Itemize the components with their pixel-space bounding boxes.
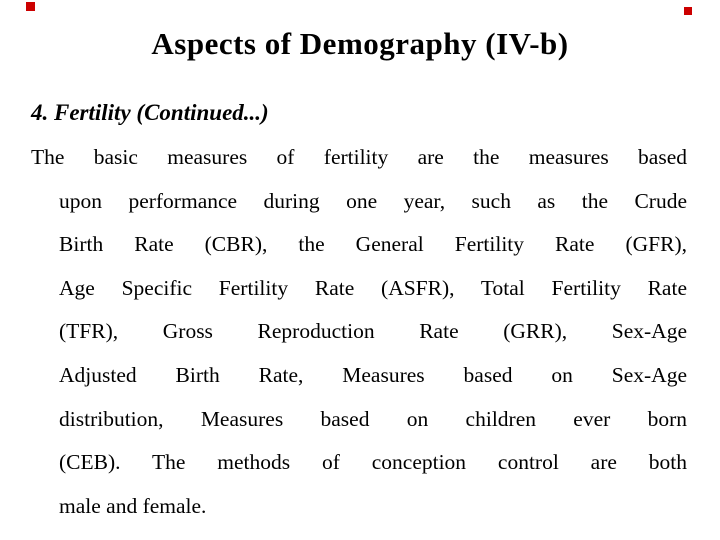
body-line: male and female. (59, 493, 207, 518)
slide-title: Aspects of Demography (IV-b) (151, 26, 569, 61)
body-line: Adjusted Birth Rate, Measures based on S… (59, 362, 687, 387)
body-line: distribution, Measures based on children… (59, 406, 687, 431)
red-corner-mark-top-right (684, 7, 692, 15)
body-line: (TFR), Gross Reproduction Rate (GRR), Se… (59, 319, 687, 344)
body-line: upon performance during one year, such a… (59, 188, 687, 213)
section-heading: 4. Fertility (Continued...) (31, 100, 269, 125)
body-paragraph: The basic measures of fertility are the … (31, 136, 687, 528)
body-line: (CEB). The methods of conception control… (59, 450, 687, 475)
body-line: Birth Rate (CBR), the General Fertility … (59, 232, 687, 257)
red-corner-mark-top-left (26, 2, 35, 11)
body-line: Age Specific Fertility Rate (ASFR), Tota… (59, 275, 687, 300)
body-line: The basic measures of fertility are the … (31, 145, 687, 169)
